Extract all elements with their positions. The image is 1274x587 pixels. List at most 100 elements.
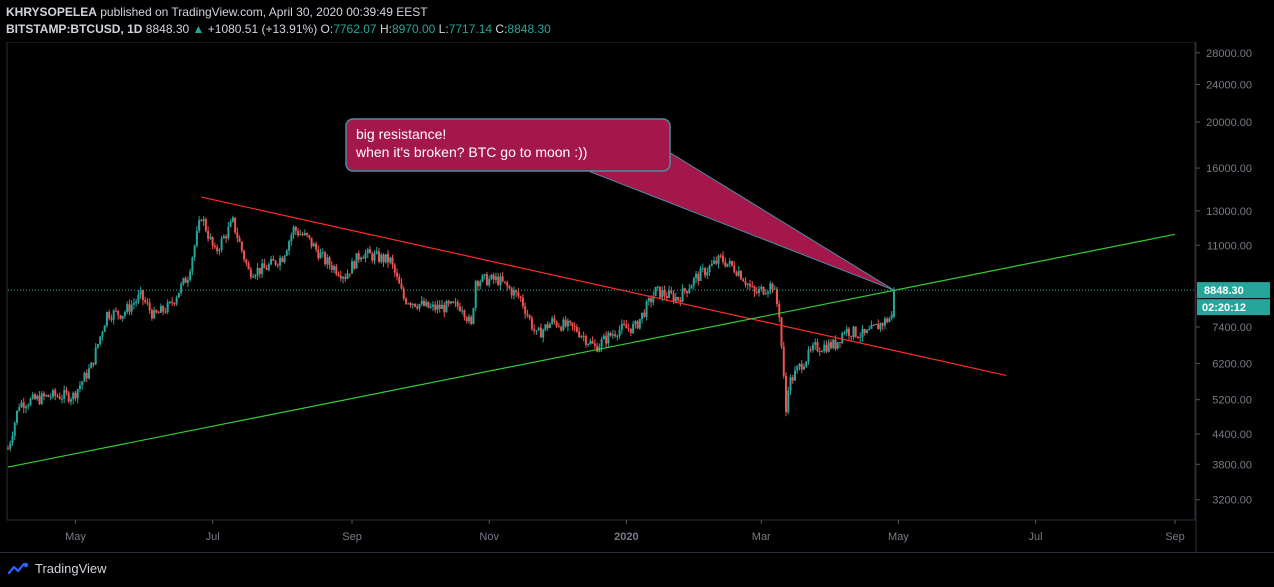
- callout-box: [345, 118, 671, 172]
- candle-body: [883, 318, 886, 326]
- candle-body: [609, 332, 612, 336]
- resistance-trendline: [201, 196, 1007, 376]
- candle-body: [378, 251, 381, 262]
- candle-body: [173, 303, 176, 305]
- candle-body: [162, 306, 165, 312]
- candle-body: [449, 301, 452, 304]
- candle-body: [9, 442, 12, 449]
- candle-body: [337, 274, 340, 276]
- y-tick-label: 3800.00: [1212, 459, 1252, 471]
- candle-body: [92, 362, 95, 365]
- candle-body: [805, 361, 808, 367]
- author-name[interactable]: KHRYSOPELEA: [6, 5, 97, 19]
- candle-body: [719, 255, 722, 257]
- candle-body: [506, 282, 509, 287]
- candle-body: [542, 329, 545, 338]
- candle-body: [218, 249, 221, 252]
- candle-body: [811, 344, 814, 350]
- countdown-tag-label: 02:20:12: [1202, 302, 1246, 314]
- candle-body: [175, 297, 178, 304]
- candle-body: [596, 345, 599, 352]
- symbol-name[interactable]: BITSTAMP:BTCUSD, 1D: [6, 22, 143, 36]
- candle-body: [33, 394, 36, 400]
- candle-body: [339, 275, 342, 279]
- candle-body: [530, 318, 533, 329]
- candle-body: [764, 293, 767, 295]
- candle-body: [890, 314, 893, 319]
- candle-body: [843, 332, 846, 334]
- candle-body: [281, 257, 284, 262]
- candle-body: [447, 301, 450, 304]
- candle-body: [503, 281, 506, 283]
- candle-body: [36, 395, 39, 400]
- candle-body: [892, 290, 895, 318]
- candle-body: [607, 332, 610, 344]
- candle-body: [110, 318, 113, 320]
- candle-body: [740, 270, 743, 280]
- y-tick-label: 13000.00: [1206, 206, 1252, 218]
- tradingview-logo[interactable]: TradingView: [8, 561, 107, 576]
- candle-body: [881, 323, 884, 326]
- candle-body: [515, 290, 518, 293]
- candle-body: [274, 260, 277, 265]
- candle-body: [627, 328, 630, 330]
- candle-body: [834, 339, 837, 349]
- candle-body: [72, 392, 75, 400]
- candle-body: [850, 335, 853, 337]
- candle-body: [132, 303, 135, 305]
- candle-body: [78, 385, 81, 390]
- candle-body: [825, 344, 828, 352]
- candle-body: [861, 328, 864, 337]
- candle-body: [463, 310, 466, 318]
- candle-body: [641, 312, 644, 319]
- candle-body: [83, 372, 86, 382]
- candle-body: [27, 405, 30, 407]
- candle-body: [701, 268, 704, 270]
- x-tick-label: Sep: [1165, 531, 1185, 543]
- candle-body: [346, 273, 349, 279]
- x-tick-label: 2020: [614, 531, 638, 543]
- candle-body: [258, 267, 261, 274]
- candle-body: [355, 253, 358, 269]
- y-tick-label: 5200.00: [1212, 395, 1252, 407]
- candle-body: [555, 321, 558, 327]
- candle-body: [382, 254, 385, 263]
- candle-body: [760, 286, 763, 289]
- candle-body: [877, 323, 880, 330]
- candle-body: [7, 448, 9, 450]
- x-tick-label: Jul: [1029, 531, 1043, 543]
- candle-body: [29, 398, 32, 406]
- tradingview-icon: [8, 562, 29, 574]
- candle-body: [225, 236, 228, 239]
- candle-body: [168, 301, 171, 303]
- candle-body: [722, 255, 725, 263]
- candle-body: [247, 263, 250, 270]
- candle-body: [499, 276, 502, 285]
- candle-body: [749, 283, 752, 287]
- candle-body: [816, 342, 819, 351]
- candle-body: [222, 236, 225, 239]
- low-label: L:: [438, 22, 449, 36]
- candle-body: [569, 320, 572, 323]
- candle-body: [123, 312, 126, 316]
- candle-body: [544, 324, 547, 330]
- candle-body: [690, 285, 693, 289]
- price-chart[interactable]: 28000.00 24000.00 20000.00 16000.00 13000.00…: [0, 42, 1274, 552]
- candle-body: [800, 363, 803, 370]
- candle-body: [108, 311, 111, 319]
- candle-body: [369, 249, 372, 254]
- chart-area[interactable]: 28000.00 24000.00 20000.00 16000.00 13000.00…: [0, 42, 1274, 552]
- candle-body: [193, 245, 196, 258]
- candle-body: [535, 330, 538, 332]
- candle-body: [411, 303, 414, 306]
- candle-body: [234, 217, 237, 233]
- candle-body: [553, 318, 556, 322]
- candle-body: [454, 302, 457, 304]
- candle-body: [551, 318, 554, 324]
- candle-body: [51, 390, 54, 397]
- candle-body: [380, 254, 383, 262]
- candle-body: [512, 290, 515, 296]
- candle-body: [65, 390, 68, 393]
- candle-body: [144, 300, 147, 303]
- candle-body: [659, 286, 662, 298]
